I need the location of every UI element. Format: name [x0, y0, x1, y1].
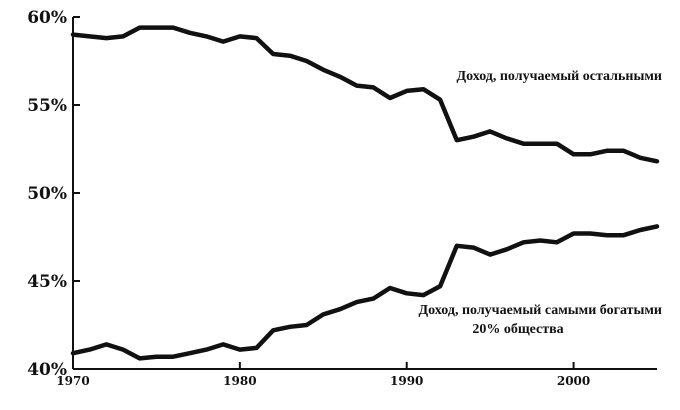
y-tick-label: 50% — [27, 184, 67, 204]
y-tick-label: 55% — [27, 96, 67, 116]
x-tick-label: 1980 — [223, 374, 256, 388]
x-ticks: 1970 1980 1990 2000 — [56, 362, 590, 388]
y-tick-label: 60% — [27, 8, 67, 28]
x-tick-label: 1990 — [390, 374, 423, 388]
y-tick-label: 40% — [27, 360, 67, 380]
annotation-richest-line2: 20% общества — [472, 322, 563, 337]
annotations: Доход, получаемый остальными Доход, полу… — [419, 69, 662, 337]
axes: 40% 45% 50% 55% 60% 1970 1980 1990 2000 — [27, 8, 657, 388]
annotation-richest-line1: Доход, получаемый самыми богатыми — [419, 303, 662, 318]
y-ticks: 40% 45% 50% 55% 60% — [27, 8, 80, 380]
annotation-others: Доход, получаемый остальными — [456, 69, 662, 84]
series-line-richest — [70, 224, 660, 361]
x-tick-label: 2000 — [557, 374, 590, 388]
x-tick-label: 1970 — [56, 374, 89, 388]
series-lines — [70, 25, 660, 361]
y-tick-label: 45% — [27, 272, 67, 292]
series-line-others — [70, 25, 660, 164]
